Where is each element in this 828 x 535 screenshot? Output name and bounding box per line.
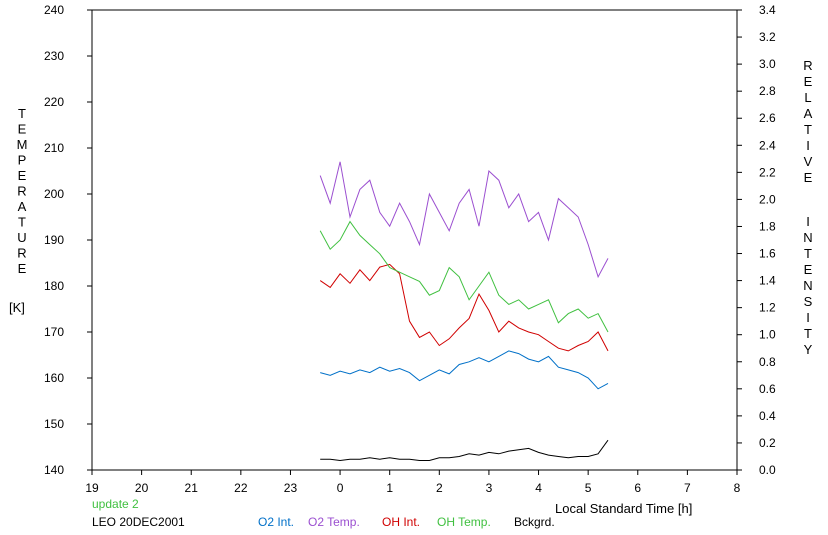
y-right-title-letter: E bbox=[804, 170, 813, 185]
x-tick-label: 8 bbox=[734, 481, 741, 495]
legend-entry: Bckgrd. bbox=[514, 515, 555, 529]
y-right-title-letter: R bbox=[803, 58, 812, 73]
y-right-title-letter: A bbox=[804, 106, 813, 121]
y-left-title-letter: P bbox=[18, 153, 27, 168]
y-right-tick-label: 2.2 bbox=[759, 165, 776, 179]
y-right-tick-label: 2.4 bbox=[759, 138, 776, 152]
y-right-title-letter: E bbox=[804, 262, 813, 277]
y-right-title-letter: T bbox=[804, 326, 812, 341]
labels-layer: 19 20 21 22 23 0 1 2 3 4 5 6 7 8140150160170180190200… bbox=[17, 3, 813, 529]
y-right-title-letter: I bbox=[806, 138, 810, 153]
y-left-tick-label: 200 bbox=[44, 187, 64, 201]
y-left-title-letter: T bbox=[18, 106, 26, 121]
y-right-title-letter: T bbox=[804, 246, 812, 261]
series-layer bbox=[319, 161, 609, 462]
axes-ticks bbox=[87, 9, 742, 475]
y-right-title-letter: I bbox=[806, 214, 810, 229]
station-text: LEO 20DEC2001 bbox=[92, 515, 185, 529]
y-left-title-letter: R bbox=[17, 246, 26, 261]
y-left-unit: [K] bbox=[9, 300, 25, 315]
y-left-tick-label: 180 bbox=[44, 279, 64, 293]
y-right-tick-label: 0.0 bbox=[759, 463, 776, 477]
y-right-title-letter: N bbox=[803, 278, 812, 293]
y-right-tick-label: 1.2 bbox=[759, 301, 776, 315]
plot-area bbox=[91, 9, 738, 471]
y-left-tick-label: 160 bbox=[44, 371, 64, 385]
y-right-tick-label: 0.6 bbox=[759, 382, 776, 396]
update-text: update 2 bbox=[92, 497, 139, 511]
y-left-tick-label: 190 bbox=[44, 233, 64, 247]
y-left-title-letter: E bbox=[18, 168, 27, 183]
series-line-o2-temp- bbox=[319, 161, 609, 279]
y-left-tick-label: 150 bbox=[44, 417, 64, 431]
x-axis-title: Local Standard Time [h] bbox=[555, 501, 692, 516]
y-right-title-letter: T bbox=[804, 122, 812, 137]
y-left-tick-label: 230 bbox=[44, 49, 64, 63]
x-tick-label: 22 bbox=[234, 481, 248, 495]
y-right-title-letter: V bbox=[804, 154, 813, 169]
y-right-tick-label: 3.4 bbox=[759, 3, 776, 17]
y-left-title-letter: E bbox=[18, 261, 27, 276]
y-left-title-letter: U bbox=[17, 230, 26, 245]
y-left-title-letter: R bbox=[17, 184, 26, 199]
y-left-tick-label: 240 bbox=[44, 3, 64, 17]
x-tick-label: 2 bbox=[436, 481, 443, 495]
series-line-oh-int- bbox=[319, 263, 609, 352]
y-right-title-letter: N bbox=[803, 230, 812, 245]
legend-entry: O2 Temp. bbox=[308, 515, 360, 529]
y-right-title-letter: E bbox=[804, 74, 813, 89]
x-tick-label: 1 bbox=[386, 481, 393, 495]
series-line-o2-int- bbox=[320, 350, 609, 390]
x-tick-label: 4 bbox=[535, 481, 542, 495]
y-right-tick-label: 0.2 bbox=[759, 436, 776, 450]
y-right-tick-label: 3.0 bbox=[759, 57, 776, 71]
y-right-title-letter: I bbox=[806, 310, 810, 325]
x-tick-label: 7 bbox=[684, 481, 691, 495]
y-right-tick-label: 1.8 bbox=[759, 219, 776, 233]
y-right-title-letter: L bbox=[804, 90, 811, 105]
series-line-oh-temp- bbox=[319, 220, 609, 333]
y-left-tick-label: 210 bbox=[44, 141, 64, 155]
x-tick-label: 5 bbox=[585, 481, 592, 495]
legend-entry: OH Int. bbox=[382, 515, 420, 529]
y-left-tick-label: 220 bbox=[44, 95, 64, 109]
y-right-tick-label: 1.4 bbox=[759, 274, 776, 288]
y-right-tick-label: 0.4 bbox=[759, 409, 776, 423]
y-left-tick-label: 140 bbox=[44, 463, 64, 477]
legend-entry: OH Temp. bbox=[437, 515, 491, 529]
y-right-tick-label: 1.6 bbox=[759, 247, 776, 261]
y-left-title-letter: T bbox=[18, 215, 26, 230]
x-tick-label: 21 bbox=[185, 481, 199, 495]
y-right-tick-label: 2.0 bbox=[759, 192, 776, 206]
x-tick-label: 3 bbox=[486, 481, 493, 495]
y-left-title-letter: E bbox=[18, 122, 27, 137]
x-tick-label: 19 bbox=[85, 481, 99, 495]
legend-entry: O2 Int. bbox=[258, 515, 294, 529]
x-tick-label: 0 bbox=[337, 481, 344, 495]
y-left-title-letter: M bbox=[17, 137, 28, 152]
y-left-title-letter: A bbox=[18, 199, 27, 214]
series-line-bckgrd- bbox=[320, 439, 609, 462]
x-tick-label: 20 bbox=[135, 481, 149, 495]
y-right-tick-label: 2.8 bbox=[759, 84, 776, 98]
y-right-tick-label: 3.2 bbox=[759, 30, 776, 44]
y-left-tick-label: 170 bbox=[44, 325, 64, 339]
y-right-title-letter: Y bbox=[804, 342, 813, 357]
y-right-title-letter: S bbox=[804, 294, 813, 309]
x-tick-label: 6 bbox=[634, 481, 641, 495]
x-tick-label: 23 bbox=[284, 481, 298, 495]
y-right-tick-label: 2.6 bbox=[759, 111, 776, 125]
y-right-tick-label: 0.8 bbox=[759, 355, 776, 369]
y-right-tick-label: 1.0 bbox=[759, 328, 776, 342]
